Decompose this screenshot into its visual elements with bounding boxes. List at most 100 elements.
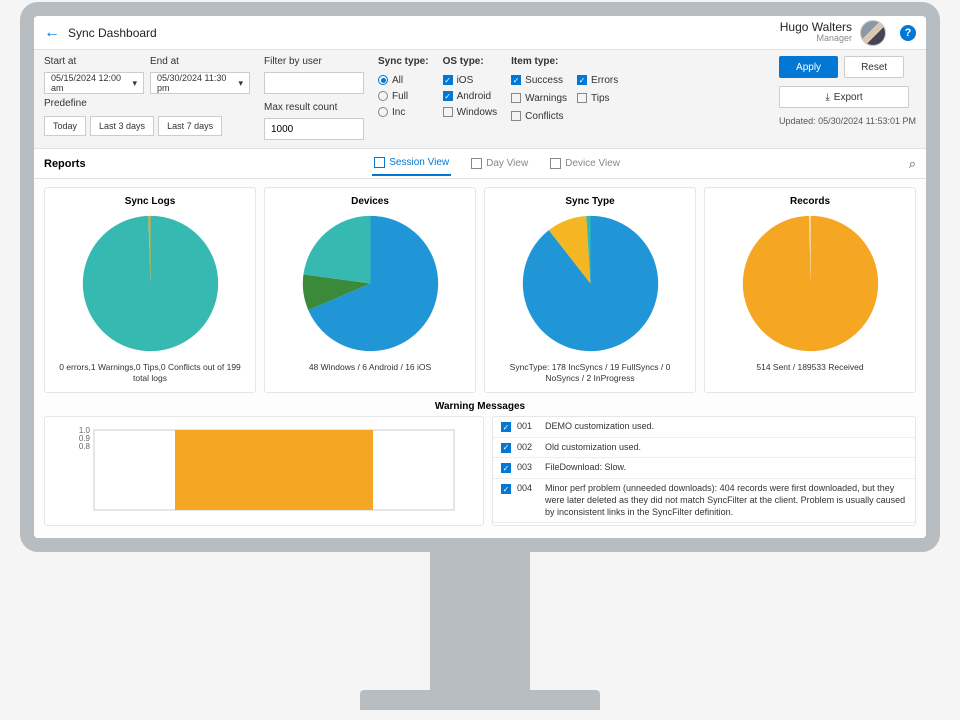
chart-title: Sync Type xyxy=(565,196,614,207)
item-type-col: Item type: SuccessErrorsWarningsTipsConf… xyxy=(511,56,618,140)
item-type-option[interactable]: Success xyxy=(511,72,567,88)
svg-text:0.8: 0.8 xyxy=(79,442,91,451)
view-tabs: Session View Day View Device View xyxy=(86,151,909,176)
checkbox-icon xyxy=(511,93,521,103)
tab-label: Device View xyxy=(565,158,620,169)
content-area: Sync Logs 0 errors,1 Warnings,0 Tips,0 C… xyxy=(34,179,926,547)
sync-type-option[interactable]: All xyxy=(378,72,429,88)
message-id: 002 xyxy=(517,442,539,452)
checkbox-icon xyxy=(511,111,521,121)
message-id: 004 xyxy=(517,483,539,493)
warnings-bar-chart: 1.00.90.8 xyxy=(44,416,484,526)
end-at-input[interactable]: 05/30/2024 11:30 pm ▾ xyxy=(150,72,250,94)
avatar[interactable] xyxy=(860,20,886,46)
checkbox-icon[interactable] xyxy=(501,422,511,432)
filter-user-label: Filter by user xyxy=(264,56,364,67)
view-tab[interactable]: Device View xyxy=(548,151,622,176)
sync-type-option[interactable]: Full xyxy=(378,88,429,104)
option-label: Conflicts xyxy=(525,111,563,122)
export-icon: ⤓ xyxy=(825,92,829,103)
max-result-input[interactable] xyxy=(264,118,364,140)
radio-icon xyxy=(378,107,388,117)
radio-icon xyxy=(378,91,388,101)
user-role: Manager xyxy=(780,34,852,44)
sync-type-label: Sync type: xyxy=(378,56,429,67)
chart-card: Records 514 Sent / 189533 Received xyxy=(704,187,916,393)
option-label: Warnings xyxy=(525,93,567,104)
option-label: Android xyxy=(457,91,491,102)
checkbox-icon xyxy=(577,93,587,103)
updated-text: Updated: 05/30/2024 11:53:01 PM xyxy=(779,116,916,126)
chart-card: Sync Type SyncType: 178 IncSyncs / 19 Fu… xyxy=(484,187,696,393)
message-text: Old customization used. xyxy=(545,442,641,454)
option-label: iOS xyxy=(457,75,474,86)
checkbox-icon[interactable] xyxy=(501,484,511,494)
item-type-option[interactable]: Warnings xyxy=(511,90,567,106)
message-text: FileDownload: Slow. xyxy=(545,462,626,474)
os-type-option[interactable]: Windows xyxy=(443,104,498,120)
warning-message-row[interactable]: 001 DEMO customization used. xyxy=(493,417,915,438)
message-text: DEMO customization used. xyxy=(545,421,654,433)
chart-title: Devices xyxy=(351,196,389,207)
message-id: 003 xyxy=(517,462,539,472)
warning-message-row[interactable]: 002 Old customization used. xyxy=(493,438,915,459)
chart-row: Sync Logs 0 errors,1 Warnings,0 Tips,0 C… xyxy=(44,187,916,393)
reset-button[interactable]: Reset xyxy=(844,56,904,78)
os-type-option[interactable]: Android xyxy=(443,88,498,104)
chart-title: Records xyxy=(790,196,830,207)
dropdown-caret-icon: ▾ xyxy=(132,78,137,89)
topbar: ← Sync Dashboard Hugo Walters Manager ? xyxy=(34,16,926,50)
option-label: Success xyxy=(525,75,563,86)
app-window: ← Sync Dashboard Hugo Walters Manager ? … xyxy=(20,2,940,552)
apply-button[interactable]: Apply xyxy=(779,56,838,78)
item-type-option[interactable]: Tips xyxy=(577,90,618,106)
export-button[interactable]: ⤓ Export xyxy=(779,86,909,108)
item-type-option[interactable]: Errors xyxy=(577,72,618,88)
filter-user-input[interactable] xyxy=(264,72,364,94)
predefine-3days-button[interactable]: Last 3 days xyxy=(90,116,154,136)
message-text: Minor perf problem (unneeded downloads):… xyxy=(545,483,907,518)
view-tab[interactable]: Session View xyxy=(372,151,451,176)
chart-card: Sync Logs 0 errors,1 Warnings,0 Tips,0 C… xyxy=(44,187,256,393)
predefine-7days-button[interactable]: Last 7 days xyxy=(158,116,222,136)
warning-message-row[interactable]: 005 Major perf problem (unneeded downloa… xyxy=(493,523,915,526)
help-icon[interactable]: ? xyxy=(900,25,916,41)
max-result-label: Max result count xyxy=(264,102,364,113)
search-icon[interactable]: ⌕ xyxy=(909,156,916,172)
radio-icon xyxy=(378,75,388,85)
warning-message-row[interactable]: 004 Minor perf problem (unneeded downloa… xyxy=(493,479,915,523)
chart-title: Sync Logs xyxy=(125,196,176,207)
option-label: All xyxy=(392,75,403,86)
checkbox-icon[interactable] xyxy=(501,463,511,473)
checkbox-icon xyxy=(443,107,453,117)
message-id: 001 xyxy=(517,421,539,431)
chart-caption: 48 Windows / 6 Android / 16 iOS xyxy=(305,362,435,373)
chart-caption: 514 Sent / 189533 Received xyxy=(752,362,867,373)
reports-label: Reports xyxy=(44,158,86,170)
checkbox-icon[interactable] xyxy=(501,443,511,453)
checkbox-icon xyxy=(577,75,587,85)
sync-type-option[interactable]: Inc xyxy=(378,104,429,120)
tab-icon xyxy=(471,158,482,169)
option-label: Full xyxy=(392,91,408,102)
tab-icon xyxy=(550,158,561,169)
chart-caption: SyncType: 178 IncSyncs / 19 FullSyncs / … xyxy=(491,362,689,384)
view-tab[interactable]: Day View xyxy=(469,151,530,176)
item-type-option[interactable]: Conflicts xyxy=(511,108,567,124)
filter-bar: Start at 05/15/2024 12:00 am ▾ End at 05… xyxy=(34,50,926,149)
end-at-label: End at xyxy=(150,56,250,67)
option-label: Inc xyxy=(392,107,405,118)
export-label: Export xyxy=(834,92,863,103)
checkbox-icon xyxy=(511,75,521,85)
monitor-base xyxy=(360,690,600,710)
back-arrow-icon[interactable]: ← xyxy=(44,24,60,42)
warning-message-row[interactable]: 003 FileDownload: Slow. xyxy=(493,458,915,479)
predefine-today-button[interactable]: Today xyxy=(44,116,86,136)
os-type-option[interactable]: iOS xyxy=(443,72,498,88)
user-block[interactable]: Hugo Walters Manager ? xyxy=(780,20,916,46)
option-label: Windows xyxy=(457,107,498,118)
warnings-title: Warning Messages xyxy=(44,401,916,412)
start-at-input[interactable]: 05/15/2024 12:00 am ▾ xyxy=(44,72,144,94)
tabs-bar: Reports Session ViewDay ViewDevice View … xyxy=(34,149,926,179)
dropdown-caret-icon: ▾ xyxy=(238,78,243,89)
